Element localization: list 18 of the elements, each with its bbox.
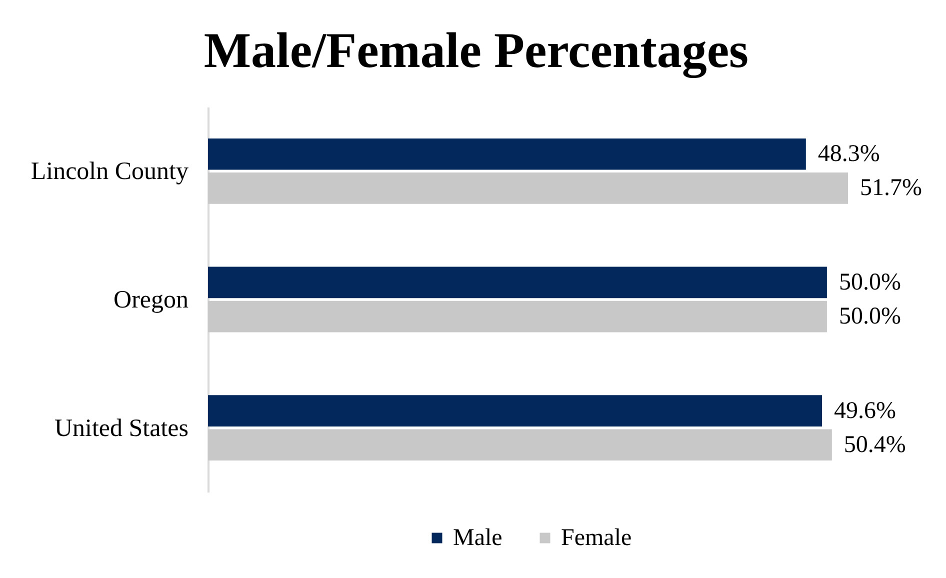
legend-label: Male xyxy=(453,525,502,551)
bar xyxy=(208,172,848,204)
legend-label: Female xyxy=(561,525,632,551)
data-label: 51.7% xyxy=(860,175,922,202)
bar xyxy=(208,266,827,298)
bar xyxy=(208,300,827,332)
data-label: 50.4% xyxy=(844,432,906,458)
chart-title: Male/Female Percentages xyxy=(204,22,749,79)
data-label: 48.3% xyxy=(818,141,880,168)
data-label: 50.0% xyxy=(838,304,901,330)
bar xyxy=(208,429,832,461)
data-label: 49.6% xyxy=(834,398,896,424)
y-tick-label: Lincoln County xyxy=(30,158,189,186)
bar xyxy=(208,395,822,426)
bar xyxy=(208,138,806,170)
y-tick-label: Oregon xyxy=(114,286,189,314)
y-tick-label: United States xyxy=(54,414,188,442)
data-label: 50.0% xyxy=(838,269,901,296)
